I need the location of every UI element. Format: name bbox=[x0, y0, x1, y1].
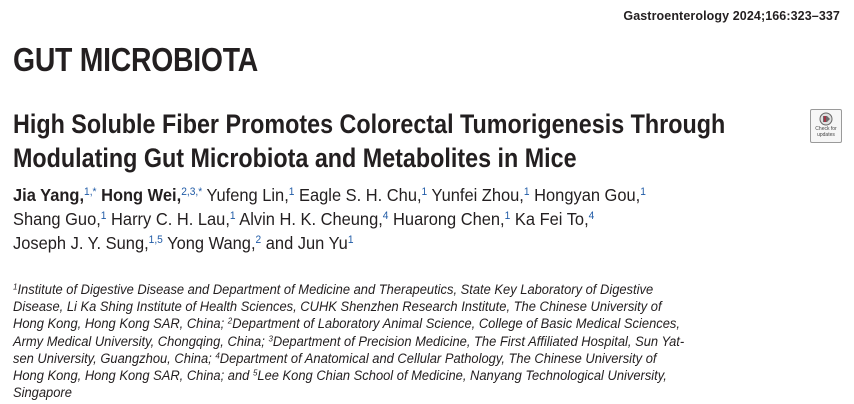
affiliation-text: Hong Kong, Hong Kong SAR, China; bbox=[13, 316, 228, 332]
author-affiliation-marker[interactable]: 1 bbox=[421, 186, 428, 199]
affiliations: 1Institute of Digestive Disease and Depa… bbox=[13, 281, 853, 401]
author-affiliation-marker[interactable]: 1,* bbox=[84, 186, 97, 199]
affiliation-number: 2 bbox=[227, 315, 233, 326]
check-for-updates-badge[interactable]: Check for updates bbox=[810, 109, 842, 143]
affiliation-number: 5 bbox=[252, 367, 258, 378]
affiliation-text: Singapore bbox=[13, 385, 72, 401]
author-name-text: Hongyan Gou, bbox=[534, 185, 641, 205]
author-name: Yunfei Zhou,1 bbox=[432, 185, 530, 205]
author-name-text: Harry C. H. Lau, bbox=[111, 209, 230, 229]
author-affiliation-marker[interactable]: 1 bbox=[100, 210, 107, 223]
affiliation-text: Lee Kong Chian School of Medicine, Nanya… bbox=[257, 368, 667, 384]
affiliation-number: 1 bbox=[13, 281, 18, 292]
author-name: Hongyan Gou,1 bbox=[534, 185, 646, 205]
affiliation-number: 3 bbox=[268, 333, 273, 344]
affiliation-text: Department of Precision Medicine, The Fi… bbox=[272, 333, 685, 349]
author-affiliation-marker[interactable]: 1 bbox=[504, 210, 511, 223]
author-name-text: and Jun Yu bbox=[265, 233, 348, 253]
author-name-text: Huarong Chen, bbox=[393, 209, 505, 229]
author-affiliation-marker[interactable]: 1 bbox=[640, 186, 646, 199]
affiliation-text: Department of Laboratory Animal Science,… bbox=[232, 316, 680, 332]
author-affiliation-marker[interactable]: 4 bbox=[588, 210, 595, 223]
author-name: Harry C. H. Lau,1 bbox=[111, 209, 236, 229]
author-affiliation-marker[interactable]: 1 bbox=[347, 234, 354, 247]
author-affiliation-marker[interactable]: 1 bbox=[229, 210, 236, 223]
author-name: Yong Wang,2 bbox=[167, 233, 261, 253]
author-name: and Jun Yu1 bbox=[266, 233, 354, 253]
author-name-text: Joseph J. Y. Sung, bbox=[13, 233, 149, 253]
affiliation-text: Department of Anatomical and Cellular Pa… bbox=[219, 350, 657, 366]
author-name: Hong Wei,2,3,* bbox=[101, 185, 202, 205]
author-name: Huarong Chen,1 bbox=[393, 209, 510, 229]
section-heading: GUT MICROBIOTA bbox=[13, 41, 258, 78]
author-name-text: Yunfei Zhou, bbox=[431, 185, 524, 205]
author-name-text: Eagle S. H. Chu, bbox=[299, 185, 422, 205]
author-list: Jia Yang,1,* Hong Wei,2,3,* Yufeng Lin,1… bbox=[13, 183, 821, 255]
affiliation-line: Singapore bbox=[13, 384, 853, 401]
author-name: Ka Fei To,4 bbox=[515, 209, 594, 229]
author-name-text: Alvin H. K. Cheung, bbox=[239, 209, 383, 229]
affiliation-text: Disease, Li Ka Shing Institute of Health… bbox=[13, 299, 662, 315]
author-affiliation-marker[interactable]: 4 bbox=[382, 210, 389, 223]
author-name-text: Jia Yang, bbox=[13, 185, 85, 205]
affiliation-line: sen University, Guangzhou, China; 4Depar… bbox=[13, 350, 853, 367]
author-name-text: Ka Fei To, bbox=[514, 209, 589, 229]
author-name-text: Yufeng Lin, bbox=[206, 185, 289, 205]
author-name: Yufeng Lin,1 bbox=[206, 185, 294, 205]
author-affiliation-marker[interactable]: 1 bbox=[523, 186, 530, 199]
check-updates-label: Check for updates bbox=[815, 126, 837, 138]
affiliation-line: Hong Kong, Hong Kong SAR, China; and 5Le… bbox=[13, 367, 853, 384]
author-name: Shang Guo,1 bbox=[13, 209, 106, 229]
journal-citation: Gastroenterology 2024;166:323–337 bbox=[623, 9, 840, 23]
author-name: Alvin H. K. Cheung,4 bbox=[239, 209, 388, 229]
author-name: Jia Yang,1,* bbox=[13, 185, 96, 205]
author-name-text: Yong Wang, bbox=[167, 233, 256, 253]
author-affiliation-marker[interactable]: 1 bbox=[288, 186, 295, 199]
affiliation-text: Institute of Digestive Disease and Depar… bbox=[17, 282, 654, 297]
affiliation-text: Hong Kong, Hong Kong SAR, China; and bbox=[13, 368, 253, 384]
affiliation-text: Army Medical University, Chongqing, Chin… bbox=[13, 333, 269, 349]
author-name: Joseph J. Y. Sung,1,5 bbox=[13, 233, 163, 253]
affiliation-line: Hong Kong, Hong Kong SAR, China; 2Depart… bbox=[13, 315, 853, 332]
article-title: High Soluble Fiber Promotes Colorectal T… bbox=[13, 107, 770, 175]
check-updates-label-line-2: updates bbox=[817, 131, 835, 138]
affiliation-line: Disease, Li Ka Shing Institute of Health… bbox=[13, 298, 853, 315]
author-name-text: Shang Guo, bbox=[13, 209, 101, 229]
author-affiliation-marker[interactable]: 1,5 bbox=[148, 234, 163, 247]
author-line: Joseph J. Y. Sung,1,5 Yong Wang,2 and Ju… bbox=[13, 231, 821, 255]
author-line: Jia Yang,1,* Hong Wei,2,3,* Yufeng Lin,1… bbox=[13, 183, 821, 207]
affiliation-line: Army Medical University, Chongqing, Chin… bbox=[13, 333, 853, 350]
author-affiliation-marker[interactable]: 2 bbox=[255, 234, 262, 247]
author-line: Shang Guo,1 Harry C. H. Lau,1 Alvin H. K… bbox=[13, 207, 821, 231]
title-line-2: Modulating Gut Microbiota and Metabolite… bbox=[13, 143, 577, 173]
author-affiliation-marker[interactable]: 2,3,* bbox=[181, 186, 203, 199]
author-name-text: Hong Wei, bbox=[101, 185, 182, 205]
affiliation-number: 4 bbox=[215, 350, 220, 361]
title-line-1: High Soluble Fiber Promotes Colorectal T… bbox=[13, 109, 726, 139]
affiliation-text: sen University, Guangzhou, China; bbox=[13, 350, 216, 366]
check-updates-icon bbox=[819, 112, 833, 126]
check-updates-label-line-1: Check for bbox=[815, 126, 837, 132]
affiliation-line: 1Institute of Digestive Disease and Depa… bbox=[13, 281, 853, 298]
author-name: Eagle S. H. Chu,1 bbox=[299, 185, 427, 205]
